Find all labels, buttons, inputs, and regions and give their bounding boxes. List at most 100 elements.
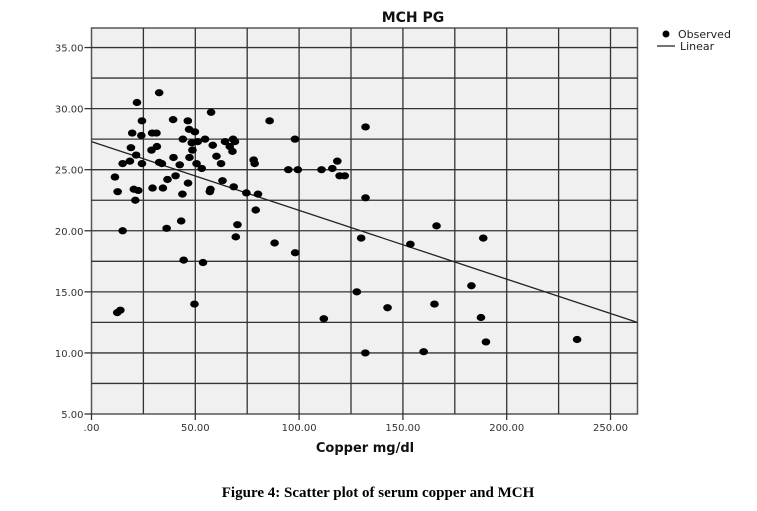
data-point bbox=[168, 116, 178, 124]
data-point bbox=[179, 256, 188, 264]
data-point bbox=[110, 173, 120, 181]
data-point bbox=[356, 234, 366, 242]
data-point bbox=[118, 159, 127, 168]
data-point bbox=[154, 89, 164, 97]
data-point bbox=[152, 129, 161, 137]
y-tick-label: 15.00 bbox=[55, 288, 84, 299]
data-point bbox=[162, 224, 171, 232]
data-point bbox=[113, 188, 122, 196]
data-point bbox=[175, 161, 185, 169]
data-point bbox=[185, 153, 194, 162]
data-point bbox=[230, 138, 240, 146]
y-tick-label: 25.00 bbox=[55, 166, 84, 177]
legend-linear-label: Linear bbox=[680, 40, 715, 53]
data-point bbox=[118, 227, 127, 235]
data-point bbox=[190, 300, 199, 308]
data-point bbox=[265, 117, 274, 125]
data-point bbox=[253, 190, 263, 198]
data-point bbox=[290, 135, 300, 143]
data-point bbox=[220, 138, 230, 146]
data-point bbox=[137, 131, 146, 140]
data-point bbox=[228, 147, 237, 155]
data-point bbox=[467, 282, 476, 290]
data-point bbox=[137, 117, 147, 125]
data-point bbox=[212, 152, 221, 160]
data-point bbox=[197, 164, 207, 173]
data-point bbox=[361, 123, 370, 131]
data-point bbox=[317, 166, 326, 174]
data-point bbox=[176, 217, 186, 225]
y-tick-label: 20.00 bbox=[55, 227, 84, 238]
figure-caption: Figure 4: Scatter plot of serum copper a… bbox=[222, 485, 535, 501]
data-point bbox=[188, 146, 197, 154]
x-tick-label: 150.00 bbox=[385, 423, 420, 434]
legend-observed-marker bbox=[662, 30, 670, 38]
data-point bbox=[293, 166, 303, 174]
data-point bbox=[216, 159, 226, 168]
x-tick-label: 250.00 bbox=[593, 423, 628, 434]
data-point bbox=[242, 189, 251, 197]
data-point bbox=[290, 249, 300, 257]
data-point bbox=[361, 194, 370, 202]
data-point bbox=[218, 177, 227, 185]
data-point bbox=[125, 157, 135, 165]
data-point bbox=[200, 135, 210, 143]
data-point bbox=[333, 157, 342, 165]
data-point bbox=[383, 304, 392, 312]
data-point bbox=[127, 129, 137, 137]
data-point bbox=[233, 221, 242, 229]
data-point bbox=[328, 164, 337, 173]
data-point bbox=[193, 138, 203, 146]
x-tick-label: .00 bbox=[84, 423, 100, 434]
y-tick-label: 10.00 bbox=[55, 349, 84, 360]
data-point bbox=[478, 234, 488, 242]
data-point bbox=[251, 206, 261, 214]
data-point bbox=[205, 188, 215, 196]
data-point bbox=[430, 300, 439, 308]
data-point bbox=[178, 190, 187, 198]
data-point bbox=[133, 186, 143, 195]
data-point bbox=[158, 184, 168, 192]
data-point bbox=[432, 222, 441, 230]
data-point bbox=[132, 98, 142, 107]
legend: Observed Linear bbox=[657, 28, 731, 53]
data-point bbox=[183, 117, 193, 125]
data-point bbox=[270, 239, 279, 247]
data-point bbox=[319, 315, 329, 323]
data-point bbox=[178, 135, 188, 143]
data-point bbox=[284, 166, 293, 174]
data-point bbox=[171, 172, 180, 180]
linear-fit-line bbox=[91, 140, 638, 324]
data-point bbox=[198, 258, 208, 267]
data-point bbox=[148, 184, 157, 192]
data-point bbox=[361, 349, 370, 357]
legend-observed-label: Observed bbox=[678, 28, 731, 41]
data-point bbox=[131, 151, 141, 159]
y-tick-label: 5.00 bbox=[61, 410, 83, 421]
data-point bbox=[157, 159, 167, 168]
data-point bbox=[192, 159, 201, 168]
data-point bbox=[152, 142, 162, 151]
data-point bbox=[250, 159, 259, 168]
data-point bbox=[231, 233, 241, 241]
data-point bbox=[419, 348, 428, 356]
data-point bbox=[406, 240, 415, 248]
data-point bbox=[116, 306, 125, 314]
x-tick-label: 50.00 bbox=[181, 423, 210, 434]
data-point bbox=[340, 172, 350, 180]
data-point bbox=[476, 313, 486, 322]
chart-title: MCH PG bbox=[382, 10, 445, 26]
data-point bbox=[208, 141, 218, 149]
x-tick-label: 100.00 bbox=[282, 423, 317, 434]
data-point bbox=[352, 288, 362, 296]
data-point bbox=[572, 335, 582, 344]
data-point bbox=[163, 175, 172, 184]
data-point bbox=[137, 159, 147, 168]
data-point bbox=[131, 196, 140, 204]
data-point bbox=[206, 108, 216, 116]
data-point bbox=[183, 179, 193, 187]
x-tick-label: 200.00 bbox=[489, 423, 524, 434]
data-point bbox=[126, 144, 136, 152]
y-tick-label: 35.00 bbox=[55, 44, 84, 55]
